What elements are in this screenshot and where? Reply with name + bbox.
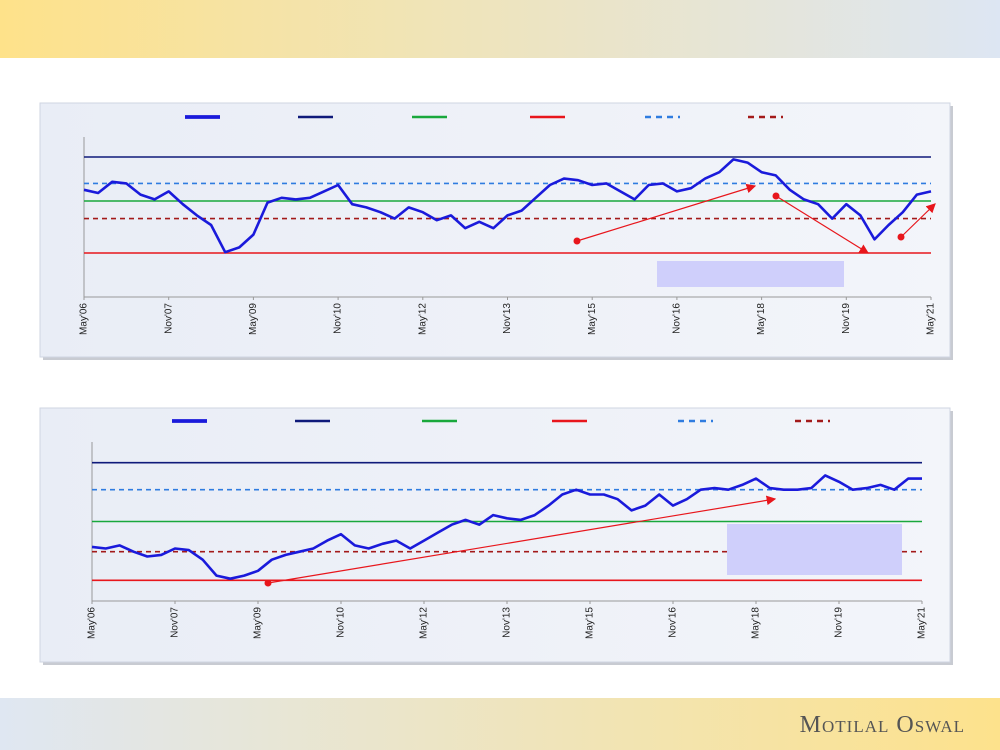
x-tick-label: May'18 — [751, 607, 762, 639]
arrow-dot — [264, 579, 272, 587]
arrow — [775, 195, 870, 254]
x-tick-label: May'06 — [87, 607, 98, 639]
brand: Motilal Oswal — [800, 712, 965, 738]
series-line — [91, 474, 922, 580]
note-box — [727, 524, 902, 575]
annotations — [264, 183, 936, 587]
x-tick-label: May'21 — [917, 607, 928, 639]
x-tick-label: Nov'19 — [841, 303, 852, 334]
charts: May'06 Nov'07 May'09 Nov'10 May'12 Nov'13 May'… — [79, 115, 937, 639]
x-tick-label: Nov'13 — [502, 303, 513, 334]
note-box — [657, 261, 844, 287]
x-tick-label: Nov'19 — [834, 607, 845, 638]
x-tick-label: May'06 — [79, 303, 90, 335]
arrow-dot — [772, 192, 780, 200]
footer-band — [0, 698, 1000, 750]
x-tick-label: Nov'07 — [170, 607, 181, 638]
panel — [39, 102, 951, 358]
x-tick-label: May'15 — [587, 303, 598, 335]
x-tick-label: Nov'10 — [336, 607, 347, 638]
arrow — [576, 183, 757, 242]
x-tick-label: May'12 — [419, 607, 430, 639]
x-tick-label: May'21 — [926, 303, 937, 335]
header-band — [0, 0, 1000, 58]
x-tick-label: May'09 — [248, 303, 259, 335]
arrow — [267, 495, 777, 584]
series-line — [83, 158, 932, 254]
x-tick-label: Nov'16 — [668, 607, 679, 638]
arrow — [900, 203, 936, 238]
x-tick-label: May'18 — [756, 303, 767, 335]
arrow-dot — [573, 237, 581, 245]
x-tick-label: May'09 — [253, 607, 264, 639]
x-tick-label: Nov'13 — [502, 607, 513, 638]
x-tick-label: May'12 — [417, 303, 428, 335]
x-tick-label: Nov'10 — [333, 303, 344, 334]
x-tick-label: Nov'16 — [672, 303, 683, 334]
arrow-dot — [897, 233, 905, 241]
x-tick-label: May'15 — [585, 607, 596, 639]
x-tick-label: Nov'07 — [163, 303, 174, 334]
